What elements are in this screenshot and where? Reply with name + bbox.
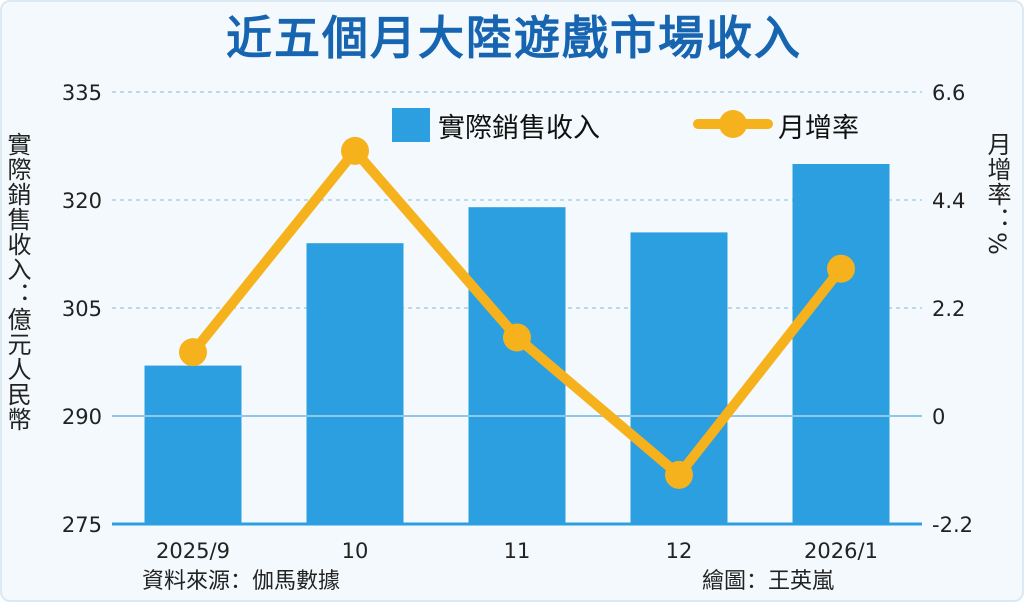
y-axis-label: 實際銷售收入：億元人民幣 [3,132,31,432]
y-tick-label: 335 [62,81,102,105]
legend-bar-label: 實際銷售收入 [438,113,600,144]
chart-title: 近五個月大陸遊戲市場收入 [226,11,802,65]
y-tick-label: 275 [62,513,102,537]
x-tick-label: 12 [666,539,693,563]
source-note: 資料來源：伽馬數據 [142,569,341,594]
y-tick-label: 320 [62,189,102,213]
growth-point [665,460,693,489]
x-tick-label: 10 [342,539,369,563]
growth-point [341,136,369,165]
bar [306,243,404,524]
y2-tick-label: 2.2 [932,297,965,321]
growth-point [503,323,531,352]
x-tick-label: 11 [504,539,531,563]
credit-note: 繪圖：王英嵐 [702,569,835,594]
x-tick-label: 2025/9 [156,539,230,563]
y2-tick-label: -2.2 [932,513,973,537]
y2-tick-label: 4.4 [932,189,965,213]
legend-line-marker [719,110,747,138]
legend-bar-swatch [392,108,430,142]
y-tick-label: 305 [62,297,102,321]
growth-point [827,254,855,283]
y2-tick-label: 6.6 [932,81,965,105]
bar [792,164,890,524]
y-tick-label: 290 [62,405,102,429]
bar [144,365,242,524]
x-tick-label: 2026/1 [804,539,878,563]
growth-point [179,338,207,367]
legend-line-label: 月增率 [778,113,859,144]
y2-axis-label: 月增率：% [983,132,1011,256]
y2-tick-label: 0 [932,405,945,429]
